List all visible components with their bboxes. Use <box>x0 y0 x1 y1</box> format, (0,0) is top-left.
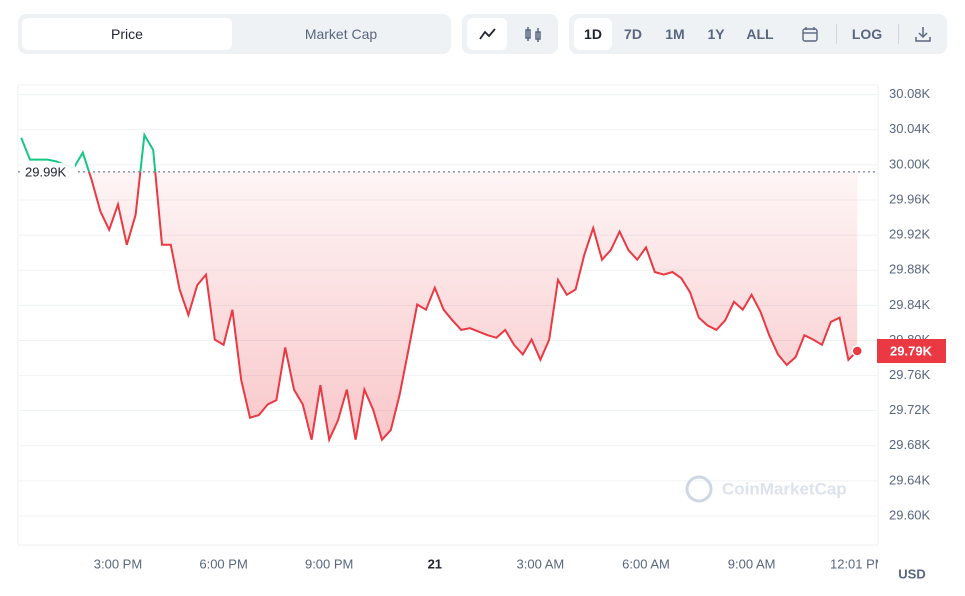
log-button[interactable]: LOG <box>851 26 883 42</box>
watermark-logo <box>685 475 713 503</box>
watermark: CoinMarketCap <box>722 479 847 498</box>
chart-type-switch <box>462 14 558 54</box>
baseline-label: 29.99K <box>25 164 67 179</box>
y-tick-label: 29.88K <box>889 262 931 277</box>
x-tick-label: 6:00 PM <box>199 556 247 571</box>
x-tick-label: 21 <box>428 556 442 571</box>
range-button[interactable]: 1M <box>665 26 685 42</box>
calendar-icon <box>802 27 818 42</box>
y-tick-label: 30.00K <box>889 156 931 171</box>
x-tick-label: 3:00 PM <box>94 556 142 571</box>
plot-frame <box>17 84 879 546</box>
market-cap-tab[interactable]: Market Cap <box>304 26 378 42</box>
y-tick-label: 29.96K <box>889 191 931 206</box>
range-button[interactable]: 1Y <box>707 26 725 42</box>
baseline-label-bg <box>21 162 75 181</box>
x-tick-label: 12:01 PM <box>830 556 886 571</box>
x-axis: 3:00 PM 6:00 PM 9:00 PM 21 3:00 AM 6:00 AM 9:0… <box>94 556 886 571</box>
view-switch: Price Market Cap <box>18 14 451 54</box>
x-tick-label: 9:00 PM <box>305 556 353 571</box>
x-tick-label: 9:00 AM <box>728 556 776 571</box>
y-tick-label: 29.60K <box>889 507 931 522</box>
range-button[interactable]: 7D <box>624 26 642 42</box>
y-tick-label: 29.64K <box>889 472 931 487</box>
y-tick-label: 29.68K <box>889 437 931 452</box>
last-point <box>851 345 863 357</box>
range-switch: 1D 7D 1M 1Y ALL LOG <box>569 14 947 54</box>
range-button[interactable]: 1D <box>574 18 612 50</box>
y-tick-label: 29.76K <box>889 367 931 382</box>
x-tick-label: 3:00 AM <box>517 556 565 571</box>
y-tick-label: 30.08K <box>889 86 931 101</box>
area-fill <box>89 171 858 440</box>
y-tick-label: 29.92K <box>889 227 931 242</box>
candle-icon <box>525 27 541 42</box>
calendar-button[interactable] <box>795 18 825 50</box>
x-tick-label: 6:00 AM <box>622 556 670 571</box>
separator <box>836 24 837 44</box>
current-price-label: 29.79K <box>890 343 933 358</box>
range-button[interactable]: ALL <box>746 26 774 42</box>
unit-label: USD <box>898 566 925 581</box>
price-tab[interactable]: Price <box>22 18 232 50</box>
y-tick-label: 29.72K <box>889 402 931 417</box>
y-tick-label: 30.04K <box>889 121 931 136</box>
price-line-below <box>87 171 858 444</box>
line-chart-button[interactable] <box>467 18 507 50</box>
download-button[interactable] <box>908 18 938 50</box>
line-icon <box>479 28 496 40</box>
current-price-box <box>877 338 946 363</box>
candle-chart-button[interactable] <box>513 18 553 50</box>
download-icon <box>915 27 931 42</box>
separator <box>898 24 899 44</box>
y-tick-label: 29.84K <box>889 297 931 312</box>
